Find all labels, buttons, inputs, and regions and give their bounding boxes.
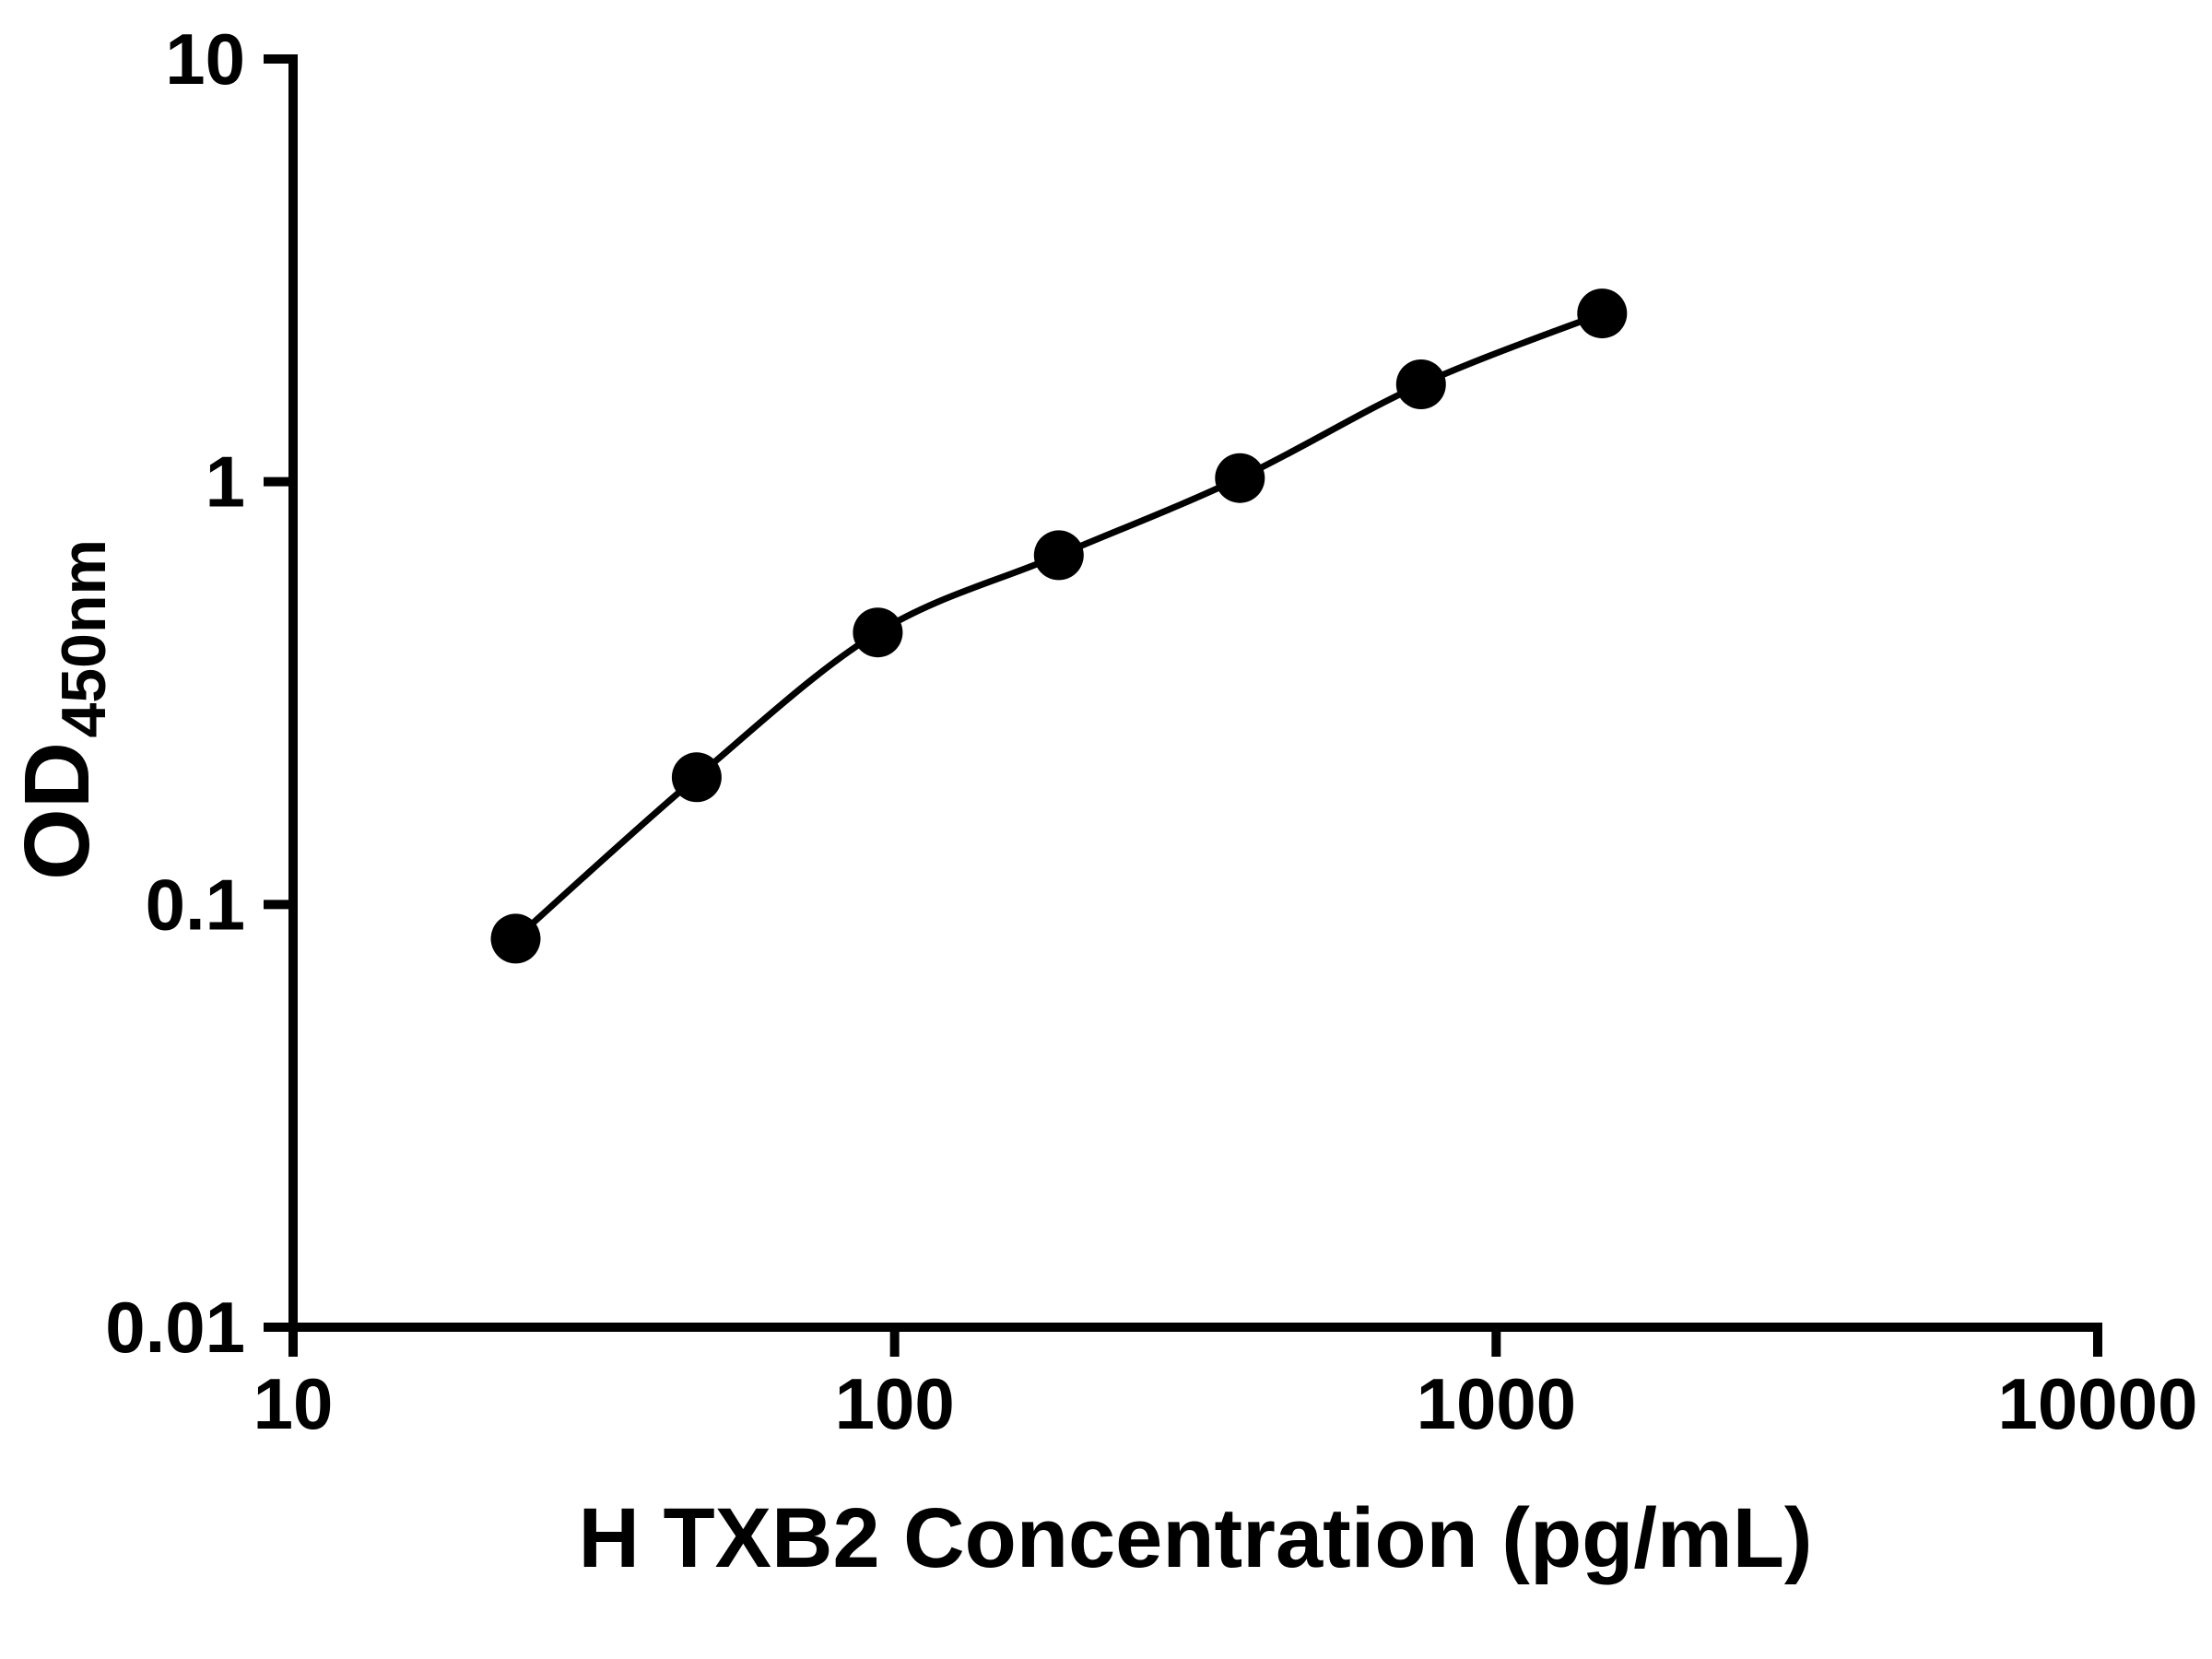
fit-curve <box>513 310 1604 942</box>
x-tick-label: 10 <box>253 1363 334 1444</box>
y-tick-label: 0.01 <box>105 1287 245 1368</box>
y-tick-label: 0.1 <box>146 864 245 945</box>
y-axis-title-subscript: 450nm <box>49 539 119 737</box>
x-axis-tick-labels: 10 100 1000 10000 <box>253 1363 2198 1444</box>
x-tick-label: 1000 <box>1417 1363 1577 1444</box>
data-point <box>853 607 903 658</box>
y-axis-tick-labels: 0.01 0.1 1 10 <box>105 18 245 1368</box>
data-point <box>1395 359 1446 409</box>
x-tick-label: 100 <box>835 1363 955 1444</box>
y-tick-label: 10 <box>165 18 245 100</box>
y-axis-title-main: OD <box>6 742 109 880</box>
data-point <box>1033 530 1084 581</box>
data-point <box>1577 288 1628 339</box>
axes-lines <box>288 54 2102 1332</box>
data-points-group <box>490 288 1628 964</box>
fit-curve-group <box>513 310 1604 942</box>
x-tick-label: 10000 <box>1998 1363 2198 1444</box>
data-point <box>671 752 722 803</box>
data-point <box>490 913 541 964</box>
y-tick-label: 1 <box>206 441 245 523</box>
x-axis-ticks <box>288 1327 2102 1357</box>
x-axis-title: H TXB2 Concentration (pg/mL) <box>578 1491 1812 1585</box>
y-axis-title: OD 450nm <box>6 539 119 880</box>
data-point <box>1215 453 1265 503</box>
y-axis-ticks <box>264 54 293 1332</box>
